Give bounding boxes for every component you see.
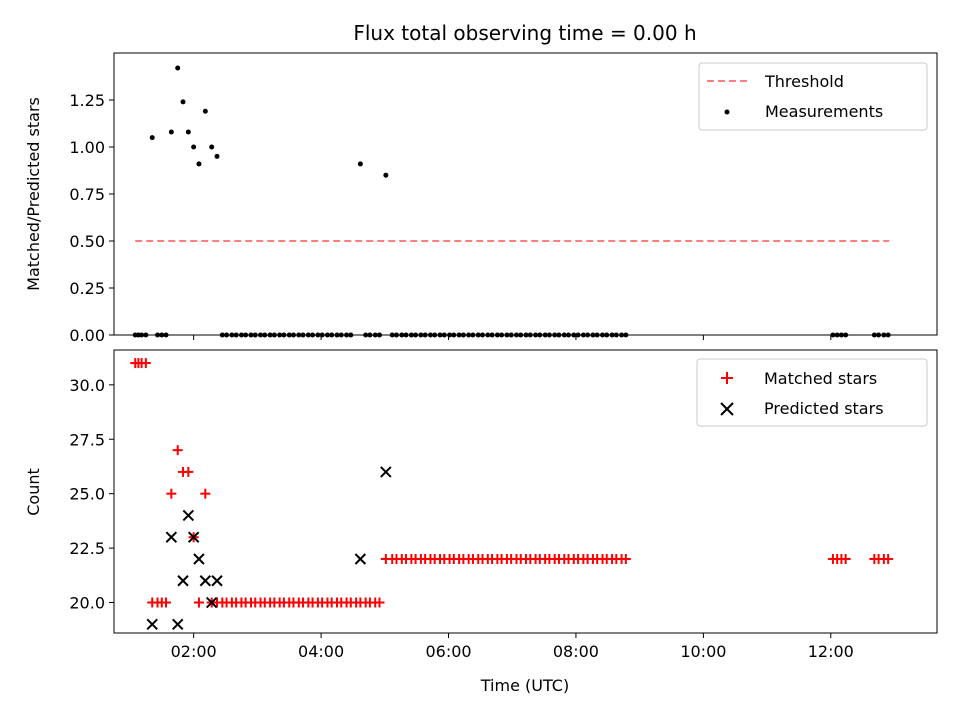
legend-measurements-label: Measurements [765, 102, 883, 121]
matched-point-109 [883, 553, 894, 564]
matched-point-105 [840, 553, 851, 564]
matched-point-13 [193, 597, 204, 608]
predicted-point-0 [146, 618, 158, 630]
matched-point-101 [620, 553, 631, 564]
matched-point-50 [374, 597, 385, 608]
top-y-tick-label-3: 0.75 [69, 185, 105, 204]
top-y-tick-label-5: 1.25 [69, 91, 105, 110]
predicted-point-3 [177, 575, 189, 587]
predicted-point-6 [193, 553, 205, 565]
bottom-ticks: 02:00 04:00 06:00 08:00 10:00 12:00 20.0 22.5 25… [69, 376, 853, 661]
matched-point-3 [140, 358, 151, 369]
predicted-point-8 [205, 596, 218, 609]
measurement-point-4 [149, 135, 155, 141]
bottom-axes-frame [113, 349, 938, 634]
measurement-point-9 [175, 65, 181, 71]
x-tick-label-4: 10:00 [680, 642, 726, 661]
predicted-point-1 [165, 531, 178, 543]
top-ticks: 0.00 0.25 0.50 0.75 1.00 1.25 [69, 91, 832, 345]
predicted-point-11 [380, 466, 392, 478]
predicted-point-2 [172, 618, 184, 630]
measurement-point-10 [180, 99, 186, 105]
bottom-y-axis-label: Count [24, 468, 43, 516]
predicted-point-5 [187, 531, 200, 543]
top-y-tick-label-4: 1.00 [69, 138, 105, 157]
chart-title: Flux total observing time = 0.00 h [353, 21, 696, 45]
predicted-point-10 [354, 553, 367, 565]
measurement-point-14 [202, 108, 208, 114]
x-tick-label-0: 02:00 [171, 642, 217, 661]
predicted-point-9 [211, 575, 223, 587]
bottom-y-tick-label-4: 30.0 [69, 376, 105, 395]
x-tick-label-2: 06:00 [425, 642, 471, 661]
matched-point-11 [183, 466, 194, 477]
measurement-point-50 [383, 172, 389, 178]
matched-point-9 [172, 445, 183, 456]
top-y-tick-label-1: 0.25 [69, 279, 105, 298]
measurement-point-15 [209, 144, 215, 150]
x-tick-label-5: 12:00 [808, 642, 854, 661]
measurement-point-8 [168, 129, 174, 135]
measurement-point-11 [185, 129, 191, 135]
matched-point-14 [200, 488, 211, 499]
bottom-y-tick-label-1: 22.5 [69, 539, 105, 558]
measurement-point-45 [357, 161, 363, 167]
predicted-point-4 [182, 509, 195, 522]
top-legend-box [698, 62, 928, 131]
bottom-y-tick-label-3: 27.5 [69, 430, 105, 449]
legend-matched-swatch [721, 372, 733, 384]
bottom-plot-area [130, 358, 894, 630]
matched-point-7 [161, 597, 172, 608]
x-tick-label-3: 08:00 [553, 642, 599, 661]
legend-matched-label: Matched stars [764, 369, 877, 388]
measurement-point-12 [191, 144, 197, 150]
measurement-point-13 [196, 161, 202, 167]
bottom-legend-box [696, 358, 928, 427]
bottom-legend: Matched stars Predicted stars [696, 358, 928, 427]
x-tick-label-1: 04:00 [298, 642, 344, 661]
top-y-axis-label: Matched/Predicted stars [24, 97, 43, 291]
top-y-tick-label-2: 0.50 [69, 232, 105, 251]
predicted-point-7 [199, 575, 212, 587]
bottom-y-tick-label-0: 20.0 [69, 594, 105, 613]
top-axes-frame [113, 52, 938, 336]
measurement-point-16 [214, 153, 220, 159]
legend-measurements-swatch [724, 109, 730, 115]
top-y-tick-label-0: 0.00 [69, 326, 105, 345]
legend-predicted-label: Predicted stars [764, 399, 884, 418]
top-legend: Threshold Measurements [698, 62, 928, 131]
legend-predicted-swatch [720, 402, 734, 416]
x-axis-label: Time (UTC) [480, 676, 569, 695]
legend-threshold-label: Threshold [764, 72, 844, 91]
bottom-y-tick-label-2: 25.0 [69, 485, 105, 504]
matched-point-8 [166, 488, 177, 499]
